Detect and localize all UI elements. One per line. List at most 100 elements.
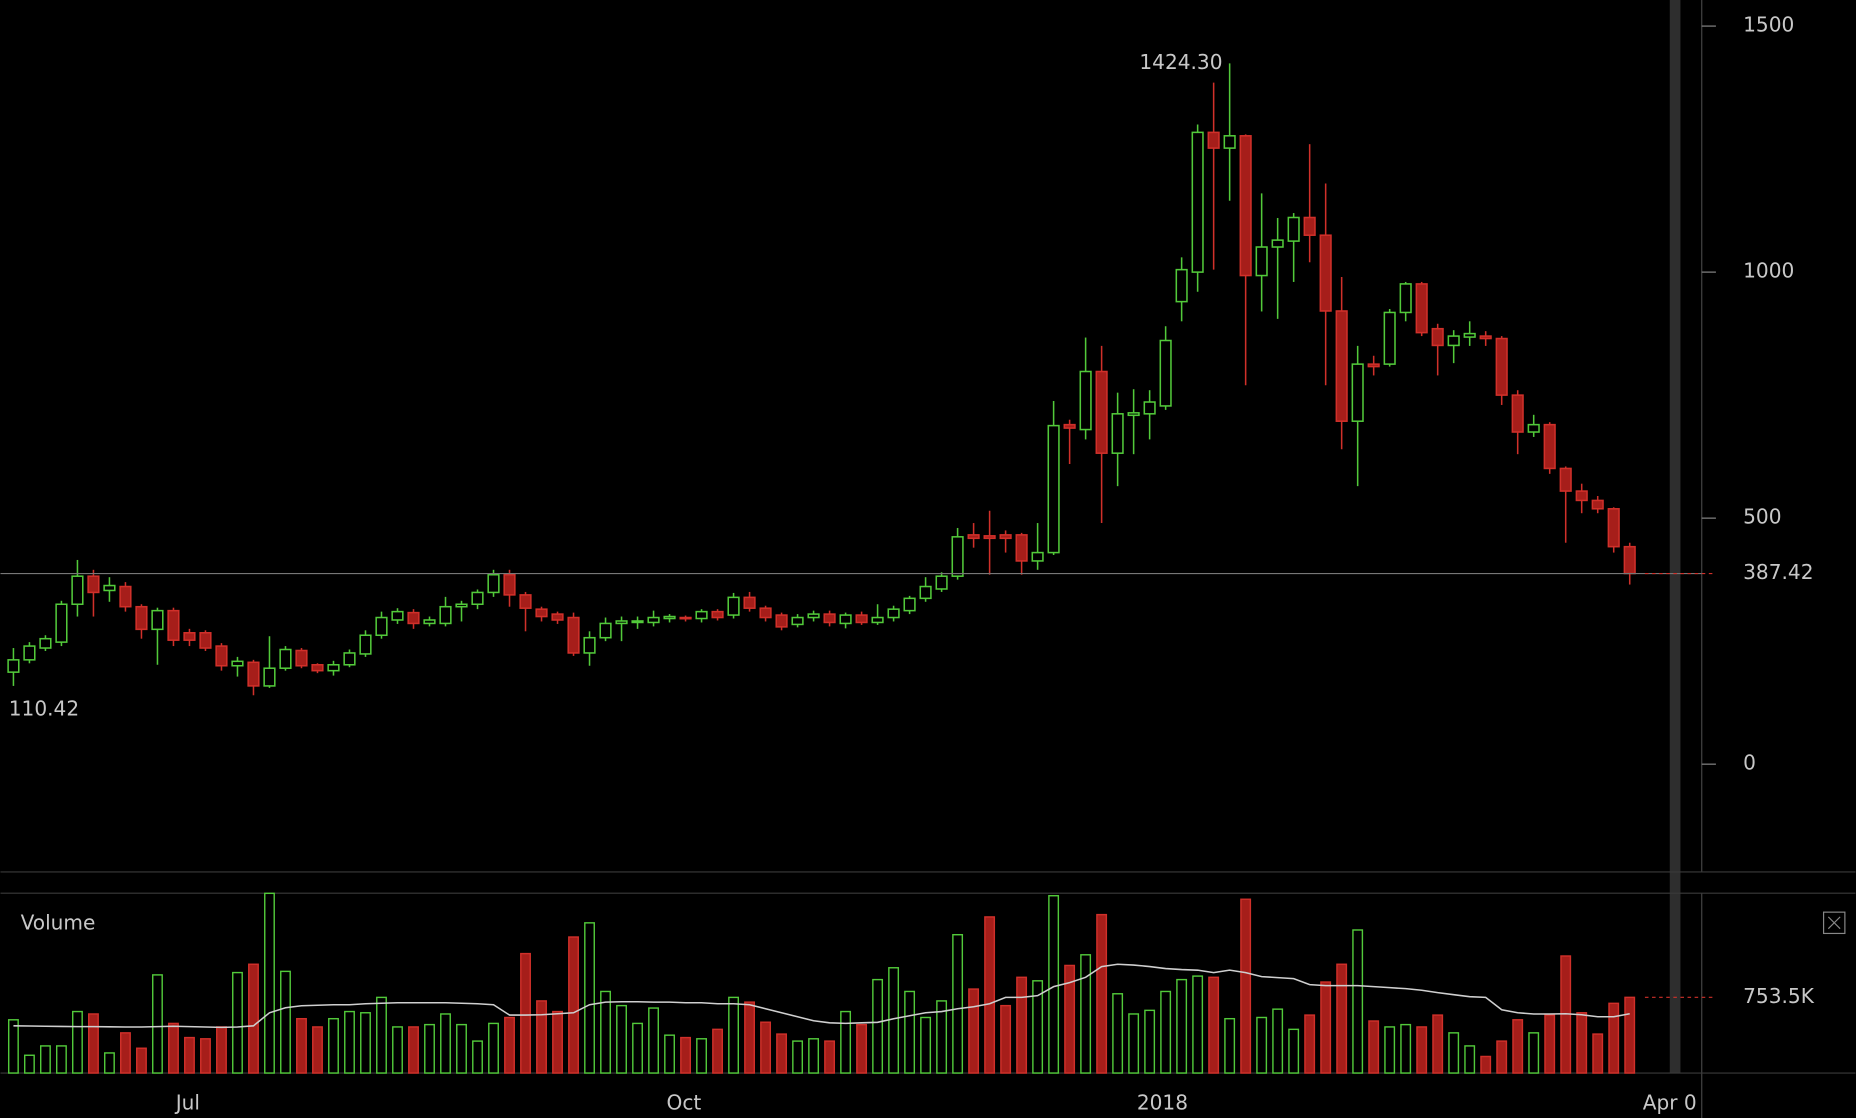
volume-bar (1160, 990, 1172, 1074)
candle-body (1111, 413, 1124, 454)
volume-bar (1112, 993, 1124, 1074)
volume-bar (7, 1019, 19, 1074)
volume-bar (600, 990, 611, 1074)
volume-bar (936, 1000, 948, 1074)
candle-body (199, 632, 212, 649)
volume-bar (1448, 1032, 1460, 1074)
close-box[interactable] (1822, 911, 1846, 935)
candle-body (1511, 394, 1524, 433)
candle-body (1607, 508, 1620, 548)
candle-body (1591, 499, 1604, 510)
candle-body (263, 667, 276, 687)
candle-body (1255, 246, 1268, 277)
volume-bar (248, 963, 259, 1074)
candle-body (215, 645, 228, 667)
volume-bar (200, 1038, 211, 1074)
volume-bar (104, 1052, 115, 1074)
volume-bar (280, 970, 291, 1074)
candle-body (983, 535, 996, 540)
volume-bar (424, 1023, 435, 1074)
volume-bar (968, 988, 980, 1074)
volume-bar (1576, 1012, 1588, 1074)
volume-bar (1240, 898, 1252, 1074)
volume-bar (776, 1033, 788, 1074)
candle-body (919, 585, 932, 600)
candle-body (663, 615, 676, 620)
volume-bar (1192, 975, 1204, 1074)
volume-bar (904, 990, 916, 1074)
volume-bar (552, 1010, 563, 1074)
volume-bar (344, 1010, 355, 1074)
price-annotation: 1424.30 (1139, 50, 1222, 74)
candle-body (71, 575, 84, 606)
volume-bar (376, 996, 387, 1074)
candle-body (183, 632, 196, 641)
candle-body (39, 637, 52, 649)
candle-body (1287, 216, 1300, 242)
volume-bar (792, 1040, 804, 1074)
candle-body (583, 636, 596, 654)
close-icon[interactable] (1827, 916, 1841, 930)
volume-bar (840, 1010, 852, 1074)
volume-bar (1224, 1017, 1236, 1074)
candle-body (1159, 339, 1172, 407)
volume-bar (1592, 1033, 1604, 1074)
candle-body (1415, 283, 1428, 334)
volume-bar (1336, 963, 1348, 1074)
candle-body (839, 614, 852, 625)
volume-bar (632, 1022, 643, 1074)
volume-bar (184, 1036, 195, 1074)
candle-body (231, 660, 244, 667)
volume-bar (1512, 1019, 1524, 1074)
x-tick-label: 2018 (1137, 1090, 1188, 1114)
volume-bar (584, 922, 595, 1074)
volume-bar (1000, 1004, 1012, 1074)
volume-bar (1400, 1023, 1412, 1074)
candle-body (1095, 370, 1108, 454)
volume-bar (888, 967, 900, 1074)
volume-bar (23, 1054, 35, 1074)
candle-body (903, 597, 916, 612)
volume-bar (1416, 1026, 1428, 1074)
volume-bar (952, 933, 964, 1074)
candle-body (503, 573, 516, 596)
candle-body (1463, 332, 1476, 338)
candle-body (1175, 268, 1188, 303)
candle-body (599, 622, 612, 639)
candle-body (535, 608, 548, 618)
candle-body (327, 663, 340, 672)
x-tick-label: Jul (174, 1090, 200, 1114)
volume-bar (440, 1013, 451, 1074)
candle-body (55, 603, 68, 643)
candle-body (1015, 534, 1028, 562)
volume-bar (1080, 954, 1092, 1074)
close-button[interactable] (1822, 911, 1846, 935)
volume-bar (392, 1026, 403, 1074)
candle-body (967, 534, 980, 540)
volume-bar (1464, 1045, 1476, 1074)
candle-body (855, 614, 868, 624)
candle-body (167, 609, 180, 641)
volume-bar (1352, 929, 1364, 1074)
volume-bar (1624, 996, 1636, 1074)
volume-bar (360, 1012, 371, 1074)
candle-body (471, 591, 484, 606)
candle-body (1399, 283, 1412, 314)
volume-bar (664, 1034, 675, 1074)
candle-body (295, 649, 308, 667)
volume-bar (1128, 1013, 1140, 1074)
candle-body (1191, 131, 1204, 273)
volume-bar (88, 1013, 99, 1074)
candle-body (951, 536, 964, 577)
candle-body (1479, 335, 1492, 340)
volume-bar (312, 1026, 323, 1074)
candle-body (871, 616, 884, 624)
candle-body (1383, 311, 1396, 365)
volume-bar (856, 1023, 868, 1074)
volume-bar (1048, 895, 1060, 1074)
volume-bar (872, 978, 884, 1074)
candle-body (455, 603, 468, 608)
candle-body (1143, 401, 1156, 415)
volume-bar (328, 1017, 339, 1074)
